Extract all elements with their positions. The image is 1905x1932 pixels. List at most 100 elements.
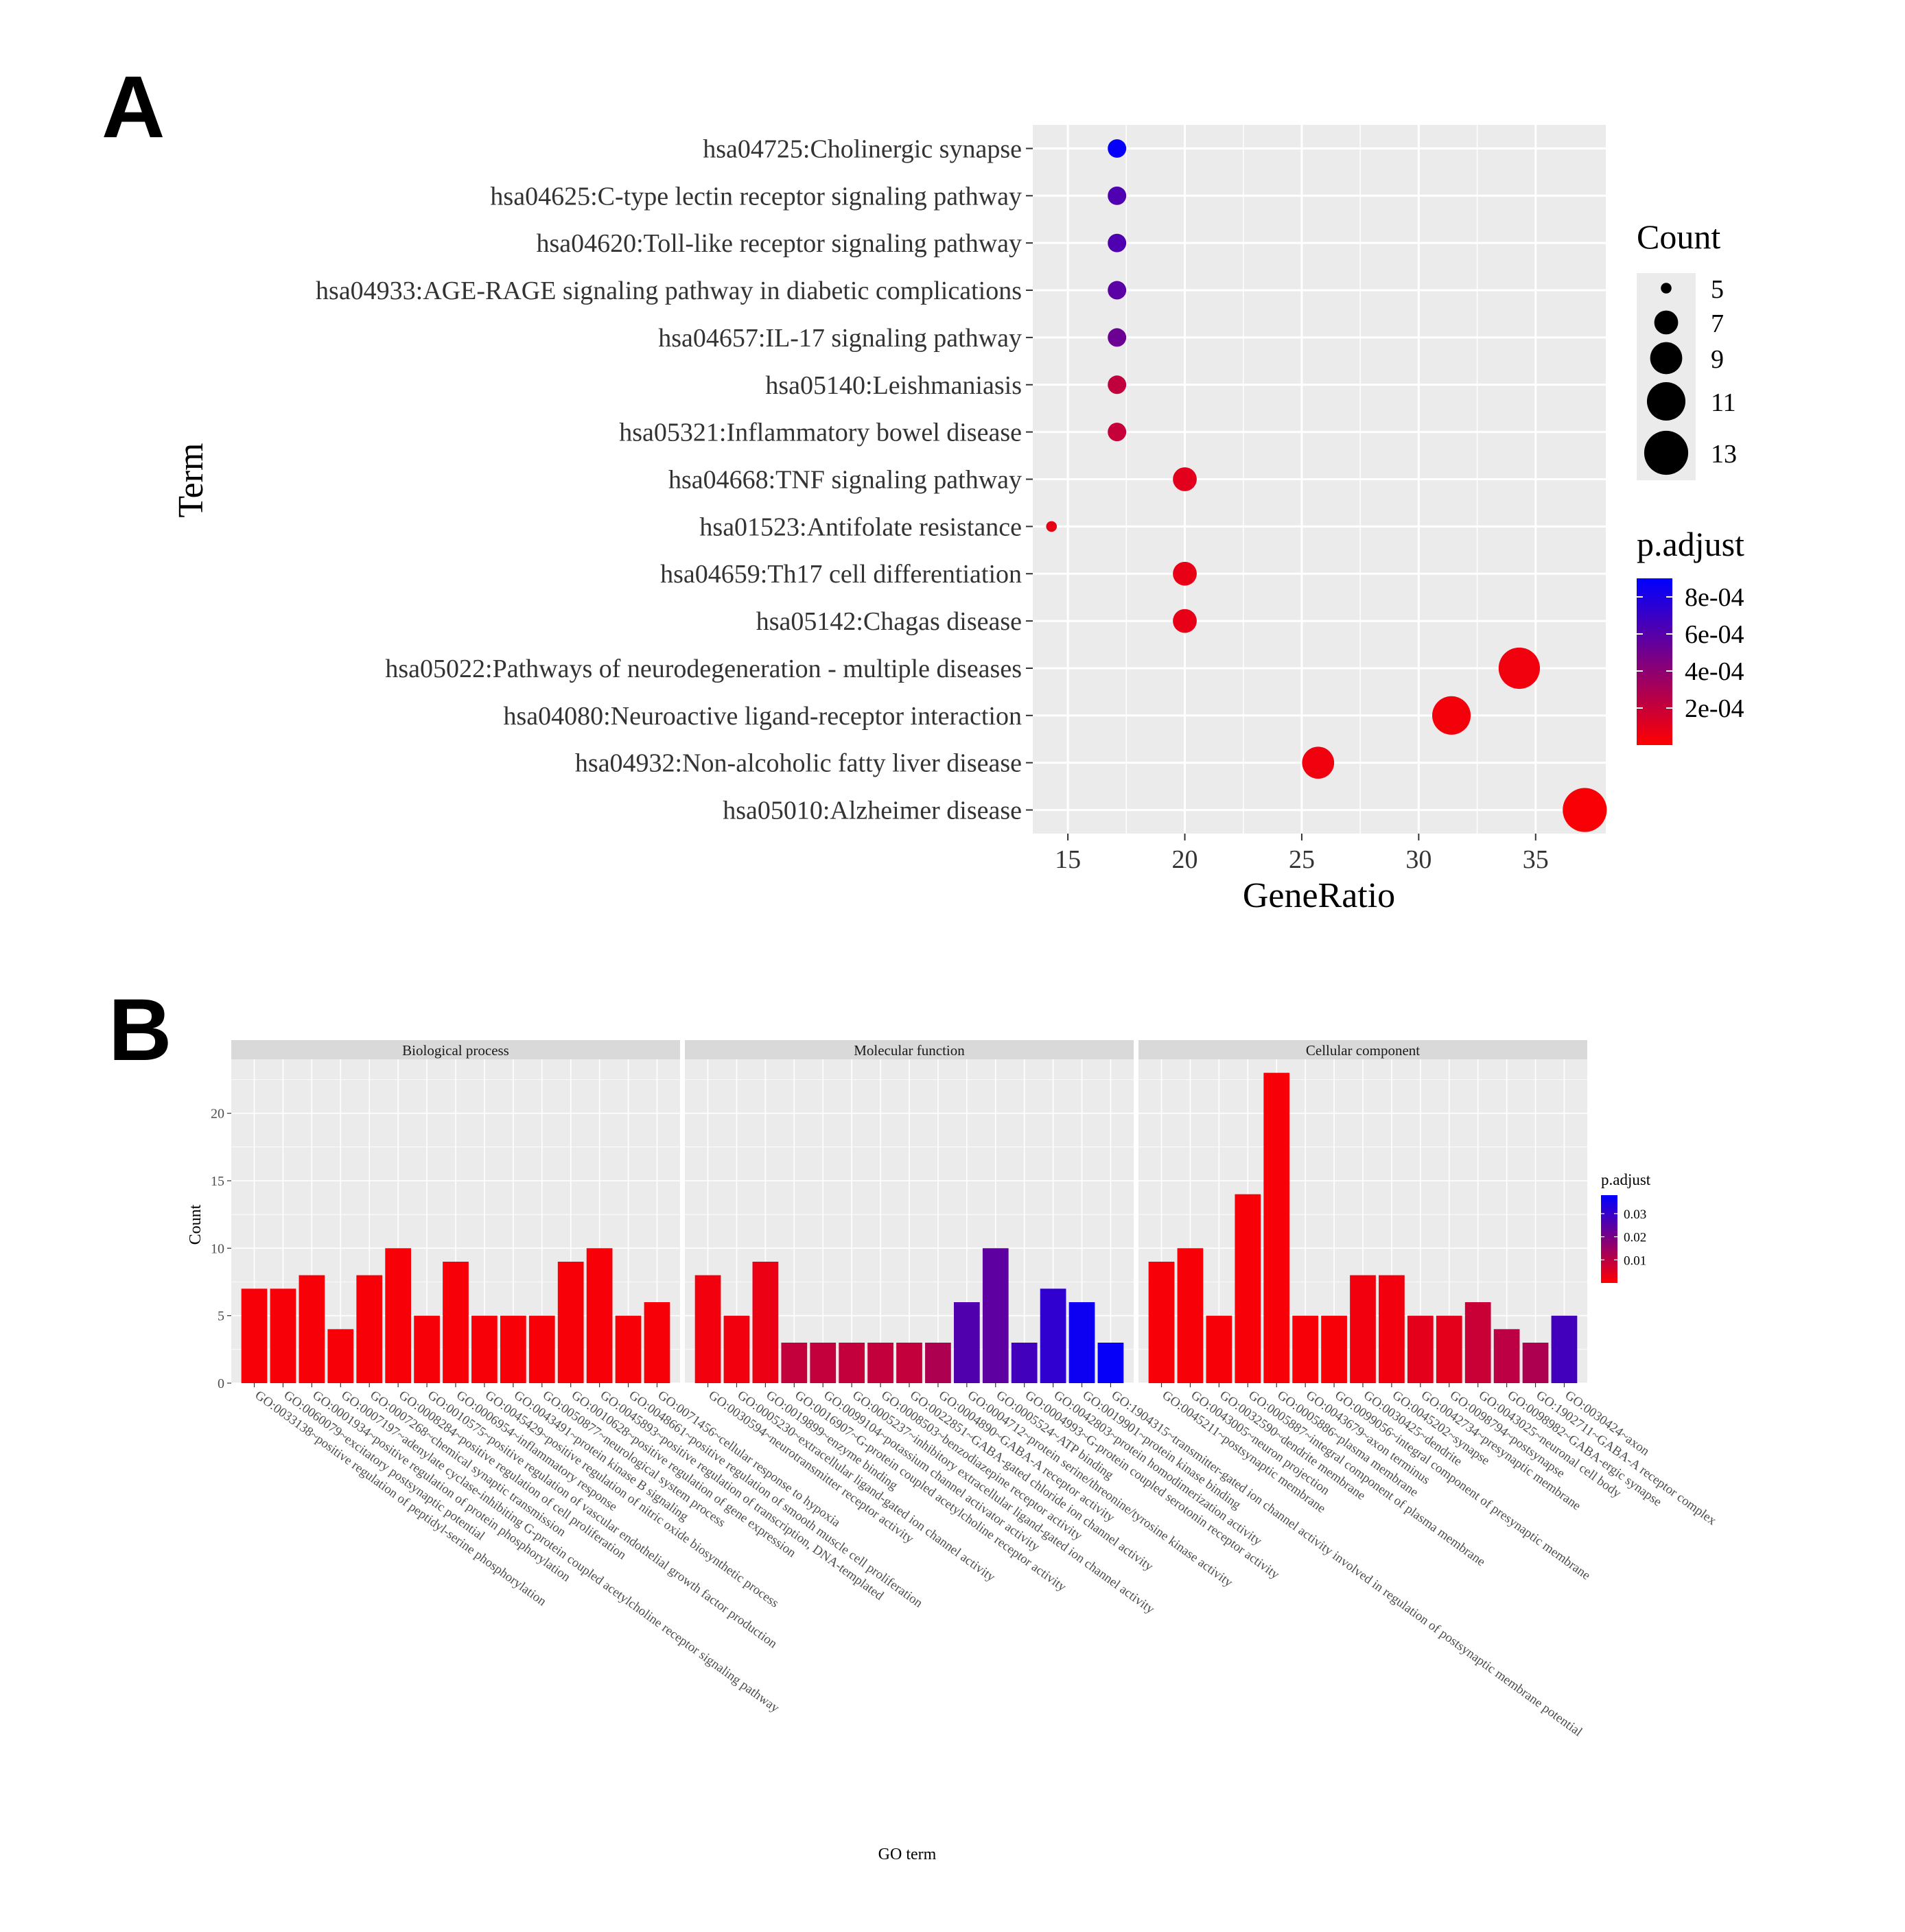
dot-point [1498, 647, 1541, 690]
bar [586, 1248, 613, 1383]
y-tick-label: 15 [211, 1174, 224, 1189]
term-label: hsa04725:Cholinergic synapse [703, 134, 1022, 163]
y-tick-label: 10 [211, 1241, 224, 1256]
dot-point [1108, 186, 1127, 205]
count-legend-label: 7 [1711, 309, 1724, 338]
dot-point [1108, 375, 1127, 394]
bar [1522, 1343, 1549, 1383]
dot-point [1563, 788, 1607, 832]
bar [1551, 1315, 1578, 1383]
dot-point [1302, 746, 1335, 779]
bar [752, 1262, 779, 1383]
term-label: hsa04657:IL-17 signaling pathway [658, 324, 1022, 353]
dot-point [1173, 609, 1197, 633]
facet-strip [685, 1040, 1134, 1059]
bar [356, 1275, 383, 1383]
count-legend-dot [1644, 430, 1689, 475]
facet-title: Molecular function [854, 1042, 965, 1059]
panel-a-x-axis-title: GeneRatio [1243, 876, 1395, 915]
bar [385, 1248, 412, 1383]
term-label: hsa05022:Pathways of neurodegeneration -… [385, 655, 1022, 683]
count-legend-label: 13 [1711, 440, 1737, 469]
bar [528, 1315, 555, 1383]
y-tick-label: 0 [218, 1376, 224, 1391]
bar [953, 1302, 980, 1383]
term-label: hsa05140:Leishmaniasis [765, 371, 1022, 400]
term-label: hsa05142:Chagas disease [756, 607, 1022, 636]
bar [694, 1275, 721, 1383]
bar [1148, 1262, 1175, 1383]
dot-point [1108, 233, 1127, 252]
count-legend-label: 5 [1711, 275, 1724, 304]
x-tick-label: 15 [1055, 845, 1081, 874]
bar [414, 1315, 440, 1383]
bar [1379, 1275, 1405, 1383]
bar [1068, 1302, 1095, 1383]
colorbar-label: 8e-04 [1685, 583, 1744, 612]
padjust-legend-title-b: p.adjust [1601, 1171, 1651, 1188]
count-legend-label: 9 [1711, 345, 1724, 374]
panel-a-dots [1046, 139, 1607, 832]
dot-point [1046, 521, 1057, 532]
bar [839, 1343, 865, 1383]
bar [241, 1288, 268, 1383]
dot-point [1108, 281, 1127, 300]
panel-a-term-labels: hsa04725:Cholinergic synapse hsa04625:C-t… [316, 134, 1022, 825]
bar [1321, 1315, 1347, 1383]
bar [299, 1275, 325, 1383]
bar [867, 1343, 893, 1383]
panel-a-y-axis-title: Term [172, 443, 211, 518]
bar [1040, 1288, 1066, 1383]
term-label: hsa04620:Toll-like receptor signaling pa… [536, 229, 1022, 258]
colorbar-label: 4e-04 [1685, 657, 1744, 686]
panel-label-b: B [108, 981, 172, 1079]
y-tick-label: 5 [218, 1309, 224, 1324]
count-legend-dot [1654, 310, 1679, 335]
padjust-colorbar-b [1601, 1195, 1617, 1283]
dot-point [1432, 696, 1471, 735]
bar [925, 1343, 951, 1383]
panel-b-padjust-legend: p.adjust 0.03 0.02 0.01 [1601, 1171, 1651, 1283]
bar [644, 1302, 670, 1383]
count-legend-dot [1661, 283, 1672, 294]
term-label: hsa04933:AGE-RAGE signaling pathway in d… [316, 276, 1022, 305]
facet-title: Cellular component [1306, 1042, 1420, 1059]
term-label: hsa05010:Alzheimer disease [723, 797, 1022, 825]
bar [443, 1262, 469, 1383]
bar [1292, 1315, 1319, 1383]
term-label: hsa01523:Antifolate resistance [699, 513, 1022, 541]
bar [723, 1315, 750, 1383]
bar [615, 1315, 642, 1383]
count-legend-dot [1646, 381, 1686, 421]
bar [1097, 1343, 1124, 1383]
bar [1493, 1329, 1520, 1383]
panel-a-x-tick-labels: 15 20 25 30 35 [1055, 834, 1549, 874]
panel-b-x-axis-title: GO term [878, 1846, 937, 1863]
term-label: hsa04668:TNF signaling pathway [668, 466, 1022, 495]
colorbar-label: 2e-04 [1685, 694, 1744, 723]
term-label: hsa04625:C-type lectin receptor signalin… [490, 182, 1022, 211]
dot-point [1173, 467, 1197, 491]
dot-point [1108, 139, 1127, 158]
term-label: hsa04080:Neuroactive ligand-receptor int… [504, 702, 1022, 731]
x-tick-label: 25 [1289, 845, 1315, 874]
bar [327, 1329, 354, 1383]
bar [1263, 1072, 1290, 1383]
y-tick-label: 20 [211, 1107, 224, 1122]
bar [1235, 1194, 1261, 1383]
panel-b-y-axis: 0 5 10 15 20 [211, 1107, 231, 1391]
term-label: hsa04659:Th17 cell differentiation [660, 560, 1022, 589]
colorbar-label: 0.02 [1624, 1231, 1646, 1245]
bar [557, 1262, 584, 1383]
colorbar-label: 0.01 [1624, 1253, 1646, 1268]
dot-point [1108, 328, 1127, 347]
dot-point [1173, 561, 1197, 586]
term-label: hsa04932:Non-alcoholic fatty liver disea… [575, 749, 1022, 778]
count-legend-title: Count [1637, 217, 1720, 256]
bar [270, 1288, 296, 1383]
colorbar-label: 0.03 [1624, 1208, 1646, 1222]
bar [1206, 1315, 1232, 1383]
